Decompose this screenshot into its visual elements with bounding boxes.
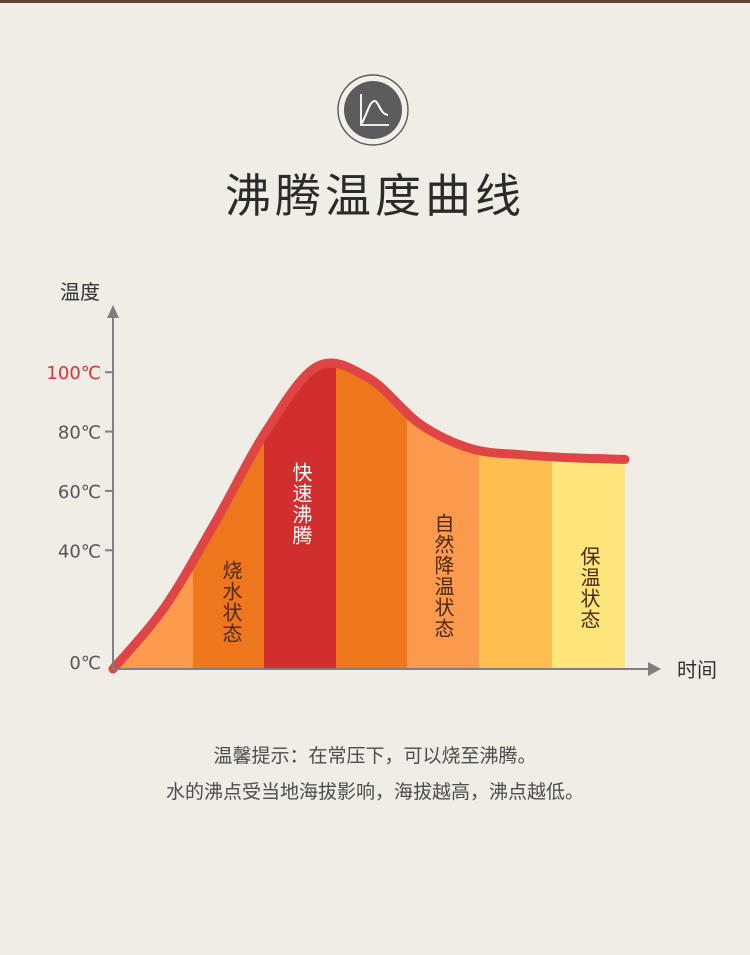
series-line (108, 358, 630, 674)
stage-label: 快速沸腾 (289, 462, 313, 546)
y-tick-label: 100℃ (46, 363, 101, 384)
x-axis-arrow-icon (648, 662, 661, 676)
y-axis-label: 温度 (60, 280, 100, 304)
y-tick-label: 60℃ (58, 482, 101, 503)
top-divider (0, 0, 750, 3)
stage-label: 保温状态 (577, 546, 601, 630)
x-axis-label: 时间 (677, 658, 717, 682)
curve-chart-icon (337, 74, 409, 146)
tip-line-1: 温馨提示：在常压下，可以烧至沸腾。 (213, 745, 537, 767)
band-0 (113, 362, 193, 669)
y-tick-label: 40℃ (58, 541, 101, 562)
y-tick-label: 0℃ (69, 653, 101, 674)
stage-label: 自然降温状态 (431, 513, 455, 639)
stage-label: 烧水状态 (219, 560, 243, 644)
y-tick-label: 80℃ (58, 423, 101, 444)
band-3 (336, 362, 407, 669)
y-axis-arrow-icon (107, 305, 119, 318)
tip-note: 温馨提示：在常压下，可以烧至沸腾。 水的沸点受当地海拔影响，海拔越高，沸点越低。 (0, 738, 750, 810)
tip-line-2: 水的沸点受当地海拔影响，海拔越高，沸点越低。 (165, 781, 584, 803)
page-title: 沸腾温度曲线 (225, 169, 525, 223)
band-5 (479, 362, 552, 669)
